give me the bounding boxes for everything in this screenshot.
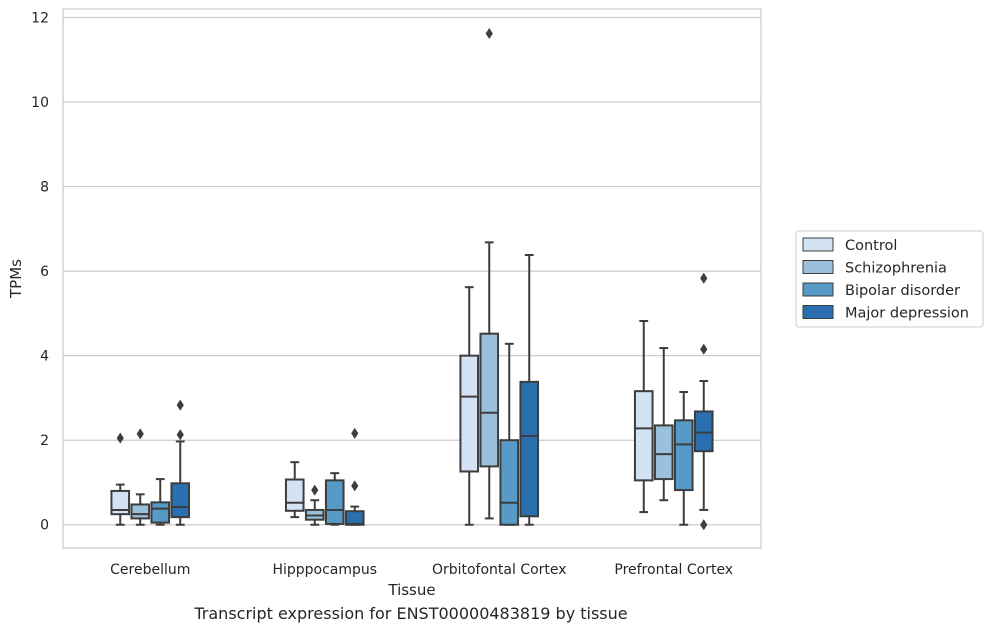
legend-frame xyxy=(795,230,984,328)
box-iqr xyxy=(693,410,714,453)
outlier-point xyxy=(700,272,708,284)
box-iqr xyxy=(344,510,365,526)
y-tick-label: 0 xyxy=(40,518,49,534)
legend-label: Schizophrenia xyxy=(845,261,947,277)
box-iqr xyxy=(110,489,131,516)
x-tick-labels: Cerebellum Hipppocampus Orbitofontal Corte… xyxy=(110,562,733,578)
y-tick-labels: 0 2 4 6 8 10 12 xyxy=(31,10,49,533)
x-tick-label: Cerebellum xyxy=(110,562,190,578)
legend-label: Control xyxy=(845,238,897,254)
box-series xyxy=(110,28,714,531)
box-major-depression xyxy=(693,272,714,531)
outlier-point xyxy=(351,427,359,439)
legend-label: Bipolar disorder xyxy=(845,283,960,299)
y-tick-label: 12 xyxy=(31,10,49,26)
box-plot-chart: 0 2 4 6 8 10 12 Cerebellum Hipppocampus Orbitofo… xyxy=(7,8,984,599)
outlier-point xyxy=(176,429,184,441)
outlier-point xyxy=(116,432,124,444)
box-control xyxy=(110,432,131,526)
box-schizophrenia xyxy=(479,28,500,520)
legend-swatch xyxy=(802,237,834,252)
box-schizophrenia xyxy=(304,484,325,526)
x-axis-label: Tissue xyxy=(387,581,435,599)
box-iqr xyxy=(130,503,151,520)
x-tick-label: Prefrontal Cortex xyxy=(614,562,733,578)
box-iqr xyxy=(519,380,540,518)
legend-label: Major depression xyxy=(845,306,969,322)
x-tick-label: Orbitofontal Cortex xyxy=(432,562,567,578)
outlier-point xyxy=(311,484,319,496)
box-major-depression xyxy=(344,427,365,526)
box-iqr xyxy=(150,501,171,524)
box-major-depression xyxy=(519,254,540,526)
y-tick-label: 8 xyxy=(40,180,49,196)
outlier-point xyxy=(176,399,184,411)
box-iqr xyxy=(499,439,520,526)
box-major-depression xyxy=(170,399,191,526)
outlier-point xyxy=(700,519,708,531)
box-control xyxy=(459,286,480,526)
box-iqr xyxy=(479,332,500,468)
y-tick-label: 10 xyxy=(31,95,49,111)
x-tick-label: Hipppocampus xyxy=(272,562,377,578)
outlier-point xyxy=(485,28,493,40)
y-tick-label: 4 xyxy=(40,349,49,365)
box-control xyxy=(633,319,654,514)
y-axis-label: TPMs xyxy=(7,259,25,299)
legend-swatch xyxy=(802,305,834,319)
legend-swatch xyxy=(802,260,834,274)
y-tick-label: 2 xyxy=(40,433,49,449)
box-bipolar-disorder xyxy=(673,391,694,526)
box-iqr xyxy=(633,390,654,482)
box-iqr xyxy=(653,424,674,481)
box-iqr xyxy=(284,478,305,512)
outlier-point xyxy=(351,480,359,492)
box-iqr xyxy=(324,479,345,525)
legend-swatch xyxy=(802,282,834,297)
outlier-point xyxy=(136,428,144,440)
box-iqr xyxy=(459,354,480,473)
box-iqr xyxy=(673,419,694,492)
box-bipolar-disorder xyxy=(150,478,171,526)
box-schizophrenia xyxy=(130,428,151,526)
box-iqr xyxy=(170,482,191,519)
y-tick-label: 6 xyxy=(40,264,49,280)
box-control xyxy=(284,461,305,519)
box-bipolar-disorder xyxy=(499,342,520,526)
box-bipolar-disorder xyxy=(324,472,345,526)
legend: Control Schizophrenia Bipolar disorder Majo… xyxy=(795,230,984,328)
box-schizophrenia xyxy=(653,347,674,502)
outlier-point xyxy=(700,343,708,355)
chart-caption: Transcript expression for ENST0000048381… xyxy=(194,604,628,623)
